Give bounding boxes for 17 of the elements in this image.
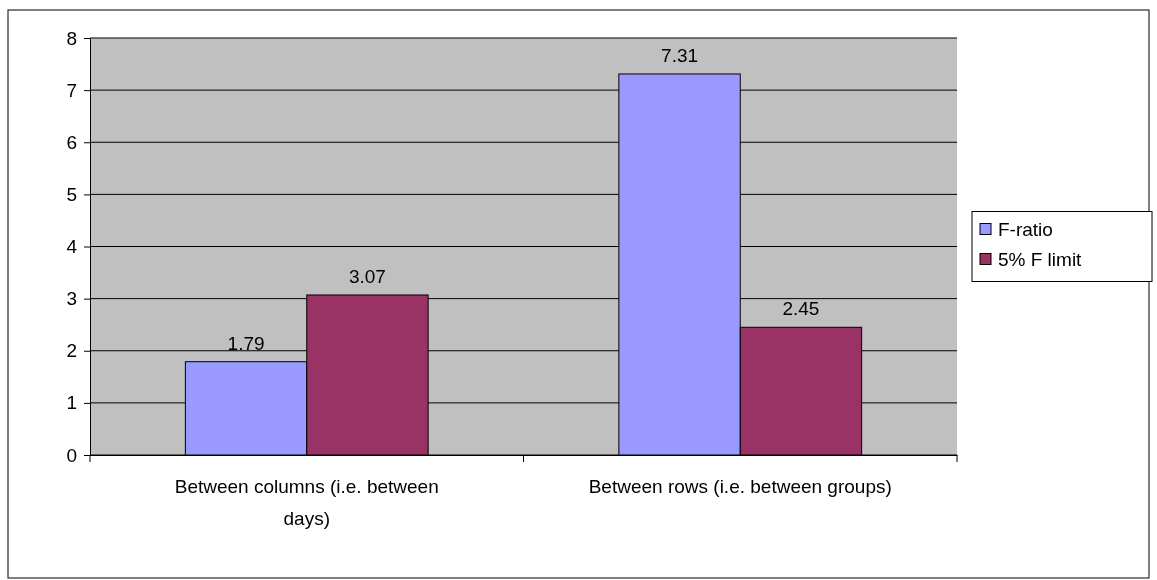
y-tick-label: 7: [66, 79, 77, 101]
legend-label: F-ratio: [998, 218, 1053, 240]
y-tick-label: 5: [66, 183, 77, 205]
y-tick-label: 2: [66, 340, 77, 362]
y-tick-label: 8: [66, 27, 77, 49]
x-tick-label: Between columns (i.e. between days): [174, 476, 439, 529]
y-tick-label: 0: [66, 444, 77, 466]
data-label: 2.45: [782, 298, 820, 320]
data-label: 3.07: [348, 265, 386, 287]
data-label: 7.31: [661, 44, 699, 66]
y-tick-label: 3: [66, 288, 77, 310]
legend-label: 5% F limit: [998, 248, 1083, 270]
y-tick-label: 4: [66, 236, 78, 258]
y-tick-label: 1: [66, 392, 77, 414]
y-tick-label: 6: [66, 131, 77, 153]
data-label: 1.79: [227, 332, 265, 354]
x-tick-label: Between rows (i.e. between groups): [588, 476, 892, 497]
